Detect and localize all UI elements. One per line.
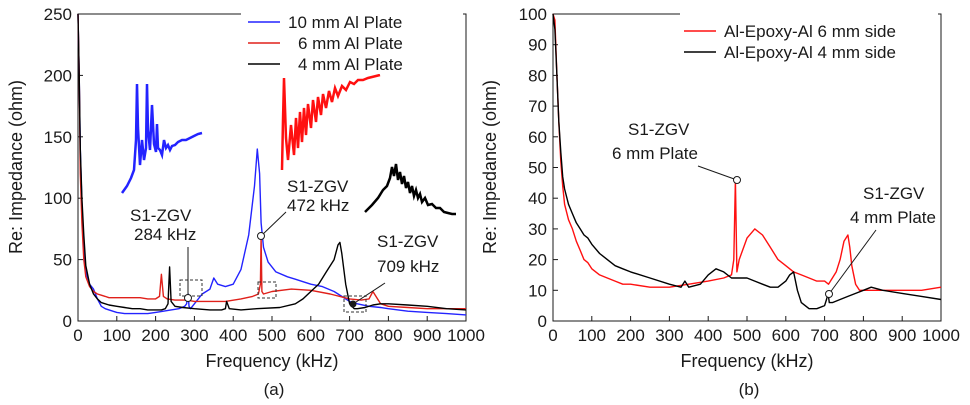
annotation-472khz-line1: S1-ZGV	[287, 177, 349, 196]
panel-a-caption: (a)	[264, 380, 285, 399]
panel-b-x-tick-label: 600	[772, 326, 800, 345]
panel-b-y-label: Re: Impedance (ohm)	[480, 80, 500, 254]
annotation-284khz-line2: 284 kHz	[134, 225, 196, 244]
panel-b-x-tick-label: 500	[733, 326, 761, 345]
panel-a-x-tick-label: 1000	[447, 326, 485, 345]
series-line-al-epoxy-al-6-mm-side	[552, 13, 942, 291]
panel-b-y-tick-label: 40	[528, 189, 547, 208]
panel-b-x-tick-label: 100	[578, 326, 606, 345]
annotation-709khz-line1: S1-ZGV	[377, 232, 439, 251]
panel-a-x-tick-label: 500	[258, 326, 286, 345]
panel-a-x-tick-label: 800	[374, 326, 402, 345]
panel-a-x-tick-label: 100	[103, 326, 131, 345]
panel-a-y-tick-label: 100	[44, 189, 72, 208]
annotation-6mm-plate-line2: 6 mm Plate	[612, 144, 698, 163]
panel-a-y-tick-label: 50	[53, 251, 72, 270]
panel-b-x-tick-label: 800	[849, 326, 877, 345]
series-line-10-mm-al-plate	[77, 13, 467, 316]
annotation-709khz-leader	[352, 282, 386, 305]
annotation-4mm-plate-marker	[825, 290, 833, 298]
panel-b-series	[552, 13, 942, 310]
annotation-472khz-leader	[260, 211, 287, 237]
panel-b-y-tick-label: 0	[538, 312, 547, 331]
series-line-4-mm-al-plate	[77, 13, 467, 311]
panel-a-y-label: Re: Impedance (ohm)	[6, 80, 26, 254]
annotation-284khz: S1-ZGV 284 kHz	[130, 206, 196, 302]
panel-a-y-ticks: 0 50 100 150 200 250	[44, 5, 83, 331]
legend-label-4mm: 4 mm Al Plate	[298, 55, 403, 74]
annotation-4mm-plate-leader	[828, 229, 877, 295]
legend-label-4mm-side: Al-Epoxy-Al 4 mm side	[724, 43, 896, 62]
panel-a-y-tick-label: 0	[63, 312, 72, 331]
annotation-709khz-marker	[349, 300, 357, 308]
legend-label-6mm-side: Al-Epoxy-Al 6 mm side	[724, 22, 896, 41]
panel-a-x-tick-label: 600	[297, 326, 325, 345]
panel-b: 0 10 20 30 40 50 60 70 80 90 100 0 100 200 300 400 500 6…	[480, 5, 960, 399]
panel-b-y-tick-label: 20	[528, 251, 547, 270]
panel-b-y-tick-label: 90	[528, 36, 547, 55]
legend-label-6mm: 6 mm Al Plate	[298, 34, 403, 53]
series-line-al-epoxy-al-4-mm-side	[552, 13, 942, 310]
zoom-box-6mm	[257, 281, 277, 299]
annotation-472khz-marker	[257, 232, 265, 240]
panel-a-x-label: Frequency (kHz)	[205, 351, 338, 371]
annotation-284khz-line1: S1-ZGV	[130, 206, 192, 225]
panel-a-legend: 10 mm Al Plate 6 mm Al Plate 4 mm Al Pla…	[241, 10, 463, 74]
legend-label-10mm: 10 mm Al Plate	[288, 13, 402, 32]
panel-b-x-ticks: 0 100 200 300 400 500 600 700 800 900 1000	[548, 316, 960, 345]
annotation-709khz-line2: 709 kHz	[377, 257, 439, 276]
panel-a-y-tick-label: 250	[44, 5, 72, 24]
panel-a-y-tick-label: 200	[44, 66, 72, 85]
panel-b-y-tick-label: 80	[528, 66, 547, 85]
annotation-6mm-plate-line1: S1-ZGV	[628, 120, 690, 139]
annotation-284khz-marker	[184, 294, 192, 302]
panel-b-x-tick-label: 200	[616, 326, 644, 345]
panel-a-x-tick-label: 700	[335, 326, 363, 345]
panel-b-y-tick-label: 10	[528, 281, 547, 300]
panel-b-y-tick-label: 50	[528, 159, 547, 178]
annotation-4mm-plate-line1: S1-ZGV	[863, 184, 925, 203]
panel-a-y-tick-label: 150	[44, 128, 72, 147]
zoom-box-4mm	[343, 295, 367, 313]
panel-b-x-tick-label: 900	[888, 326, 916, 345]
panel-a-x-tick-label: 300	[180, 326, 208, 345]
panel-b-x-label: Frequency (kHz)	[680, 351, 813, 371]
annotation-472khz-line2: 472 kHz	[287, 196, 349, 215]
panel-b-y-tick-label: 60	[528, 128, 547, 147]
annotation-4mm-plate: S1-ZGV 4 mm Plate	[825, 184, 936, 298]
panel-b-y-tick-label: 30	[528, 220, 547, 239]
panel-b-y-ticks: 0 10 20 30 40 50 60 70 80 90 100	[519, 5, 558, 331]
panel-b-legend: Al-Epoxy-Al 6 mm side Al-Epoxy-Al 4 mm s…	[680, 12, 938, 68]
panel-a-x-tick-label: 0	[73, 326, 82, 345]
panel-b-x-tick-label: 1000	[922, 326, 960, 345]
zoom-box-10mm	[179, 279, 203, 297]
panel-b-x-tick-label: 300	[655, 326, 683, 345]
panel-b-x-tick-label: 700	[810, 326, 838, 345]
panel-a-x-tick-label: 200	[141, 326, 169, 345]
annotation-6mm-plate: S1-ZGV 6 mm Plate	[612, 120, 741, 184]
panel-b-y-tick-label: 100	[519, 5, 547, 24]
panel-a: 0 50 100 150 200 250 0 100 200 300 400 500 600 700 80…	[6, 5, 485, 399]
panel-a-x-tick-label: 900	[413, 326, 441, 345]
annotation-4mm-plate-line2: 4 mm Plate	[850, 208, 936, 227]
panel-a-x-ticks: 0 100 200 300 400 500 600 700 800 900 1000	[73, 316, 485, 345]
panel-a-x-tick-label: 400	[219, 326, 247, 345]
inset-zoom-10mm-curve	[120, 83, 203, 194]
inset-zoom-4mm-curve	[364, 163, 456, 216]
panel-b-x-tick-label: 400	[694, 326, 722, 345]
panel-b-caption: (b)	[739, 380, 760, 399]
annotation-6mm-plate-marker	[733, 176, 741, 184]
annotation-6mm-plate-leader	[697, 165, 738, 181]
panel-b-x-tick-label: 0	[548, 326, 557, 345]
inset-zoom-6mm-curve	[280, 73, 381, 171]
annotation-709khz: S1-ZGV 709 kHz	[349, 232, 439, 308]
panel-b-y-tick-label: 70	[528, 97, 547, 116]
annotation-472khz: S1-ZGV 472 kHz	[257, 177, 349, 240]
